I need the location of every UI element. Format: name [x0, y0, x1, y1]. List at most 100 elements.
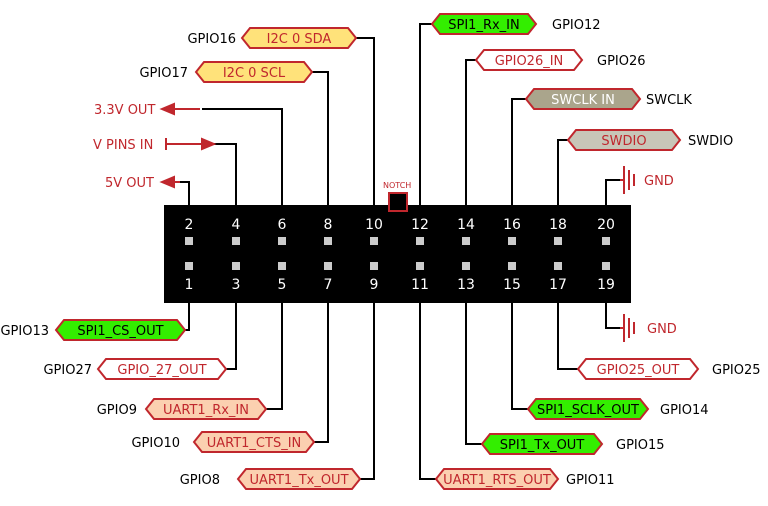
signal-tag-gpio12: SPI1_Rx_IN GPIO12 [430, 13, 601, 35]
tag-label: UART1_RTS_OUT [443, 473, 551, 488]
tag-shape [526, 398, 650, 420]
signal-tag-gpio25: GPIO25_OUT GPIO25 [576, 358, 761, 380]
pin-dot-top [324, 237, 332, 245]
gpio-label: GPIO15 [616, 438, 665, 453]
tag-label: SPI1_CS_OUT [77, 324, 163, 339]
wire-pin10 [356, 37, 375, 205]
tag-label: SPI1_SCLK_OUT [537, 403, 639, 418]
signal-tag-swdio: SWDIO SWDIO [566, 129, 733, 151]
pin-dot-top [602, 237, 610, 245]
gpio-label: GPIO27 [43, 363, 92, 378]
pin-dot-bottom [185, 262, 193, 270]
pin-number-bottom: 1 [185, 277, 194, 293]
signal-tag-gpio8: UART1_Tx_OUT GPIO8 [180, 468, 362, 490]
gpio-label: GPIO16 [187, 32, 236, 47]
pin-dot-top [278, 237, 286, 245]
tag-shape [474, 49, 584, 71]
pin-dot-top [462, 237, 470, 245]
signal-tags: I2C 0 SDA GPIO16 I2C 0 SCL GPIO17 SPI1_Rx_IN… [0, 13, 761, 490]
label-gnd-bottom: GND [647, 322, 677, 337]
tag-shape [192, 431, 316, 453]
pin-number-bottom: 11 [411, 277, 429, 293]
tag-label: GPIO_27_OUT [117, 363, 206, 378]
pin-dot-bottom [324, 262, 332, 270]
pin-dot-bottom [232, 262, 240, 270]
pin-dot-bottom [278, 262, 286, 270]
tag-shape [144, 398, 268, 420]
tag-label: I2C 0 SDA [267, 32, 332, 47]
gpio-label: GPIO13 [0, 324, 49, 339]
tag-shape [96, 358, 228, 380]
tag-label: SPI1_Tx_OUT [500, 438, 585, 453]
pin-dot-top [370, 237, 378, 245]
signal-tag-gpio26: GPIO26_IN GPIO26 [474, 49, 646, 71]
gpio-label: GPIO10 [131, 436, 180, 451]
pin-dots [185, 237, 610, 270]
gpio-label: GPIO9 [97, 403, 137, 418]
gpio-label: GPIO8 [180, 473, 220, 488]
pin-number-top: 2 [185, 217, 194, 233]
signal-tag-gpio15: SPI1_Tx_OUT GPIO15 [480, 433, 665, 455]
signal-tag-swclk: SWCLK IN SWCLK [524, 88, 692, 110]
tag-label: SPI1_Rx_IN [448, 18, 519, 33]
pin-dot-top [232, 237, 240, 245]
pin-number-top: 6 [278, 217, 287, 233]
pin-number-bottom: 3 [232, 277, 241, 293]
tag-label: I2C 0 SCL [223, 66, 286, 81]
pin-dot-bottom [554, 262, 562, 270]
wire-pin15 [511, 303, 528, 410]
wire-pin14 [465, 59, 476, 205]
label-5v-out: 5V OUT [105, 176, 154, 191]
tag-label: UART1_Tx_OUT [249, 473, 348, 488]
label-v-pins-in: V PINS IN [93, 138, 153, 153]
label-gnd-top: GND [644, 174, 674, 189]
wire-pin4 [212, 143, 237, 205]
wire-pin9 [360, 303, 375, 480]
pin-dot-top [508, 237, 516, 245]
tag-shape [54, 319, 187, 341]
gpio-label: SWCLK [646, 93, 692, 108]
signal-tag-gpio10: UART1_CTS_IN GPIO10 [131, 431, 316, 453]
wire-pin19 [605, 303, 620, 329]
gpio-label: GPIO12 [552, 18, 601, 33]
pin-number-bottom: 5 [278, 277, 287, 293]
tag-label: SWCLK IN [551, 93, 615, 108]
tag-label: UART1_CTS_IN [207, 436, 302, 451]
signal-tag-gpio17: I2C 0 SCL GPIO17 [139, 61, 314, 83]
gpio-label: GPIO11 [566, 473, 615, 488]
tag-shape [194, 61, 314, 83]
tag-shape [576, 358, 700, 380]
wires [178, 23, 620, 480]
pin-dot-bottom [416, 262, 424, 270]
pin-number-top: 4 [232, 217, 241, 233]
signal-tag-gpio27: GPIO_27_OUT GPIO27 [43, 358, 228, 380]
tag-label: UART1_Rx_IN [163, 403, 249, 418]
pin-number-top: 10 [365, 217, 383, 233]
pin-number-bottom: 13 [457, 277, 475, 293]
pin-number-top: 16 [503, 217, 521, 233]
tag-shape [480, 433, 604, 455]
pin-dot-top [416, 237, 424, 245]
wire-pin17 [557, 303, 578, 370]
signal-tag-gpio9: UART1_Rx_IN GPIO9 [97, 398, 268, 420]
pin-dot-bottom [602, 262, 610, 270]
label-3v3-out: 3.3V OUT [94, 103, 155, 118]
signal-tag-gpio13: SPI1_CS_OUT GPIO13 [0, 319, 187, 341]
signal-tag-gpio16: I2C 0 SDA GPIO16 [187, 27, 358, 49]
pin-number-bottom: 9 [370, 277, 379, 293]
notch-label: NOTCH [383, 181, 411, 190]
wire-pin1 [185, 303, 190, 331]
gpio-label: SWDIO [688, 134, 733, 149]
signal-tag-gpio11: UART1_RTS_OUT GPIO11 [434, 468, 615, 490]
gnd-symbol-bottom [620, 314, 635, 342]
pin-number-top: 8 [324, 217, 333, 233]
notch-marker [388, 192, 408, 212]
signal-tag-gpio14: SPI1_SCLK_OUT GPIO14 [526, 398, 709, 420]
wire-pin12 [419, 23, 432, 205]
wire-pin16 [511, 98, 526, 205]
wire-pin7 [314, 303, 329, 443]
pin-number-bottom: 7 [324, 277, 333, 293]
wire-pin20 [605, 179, 620, 205]
pin-number-top: 18 [549, 217, 567, 233]
